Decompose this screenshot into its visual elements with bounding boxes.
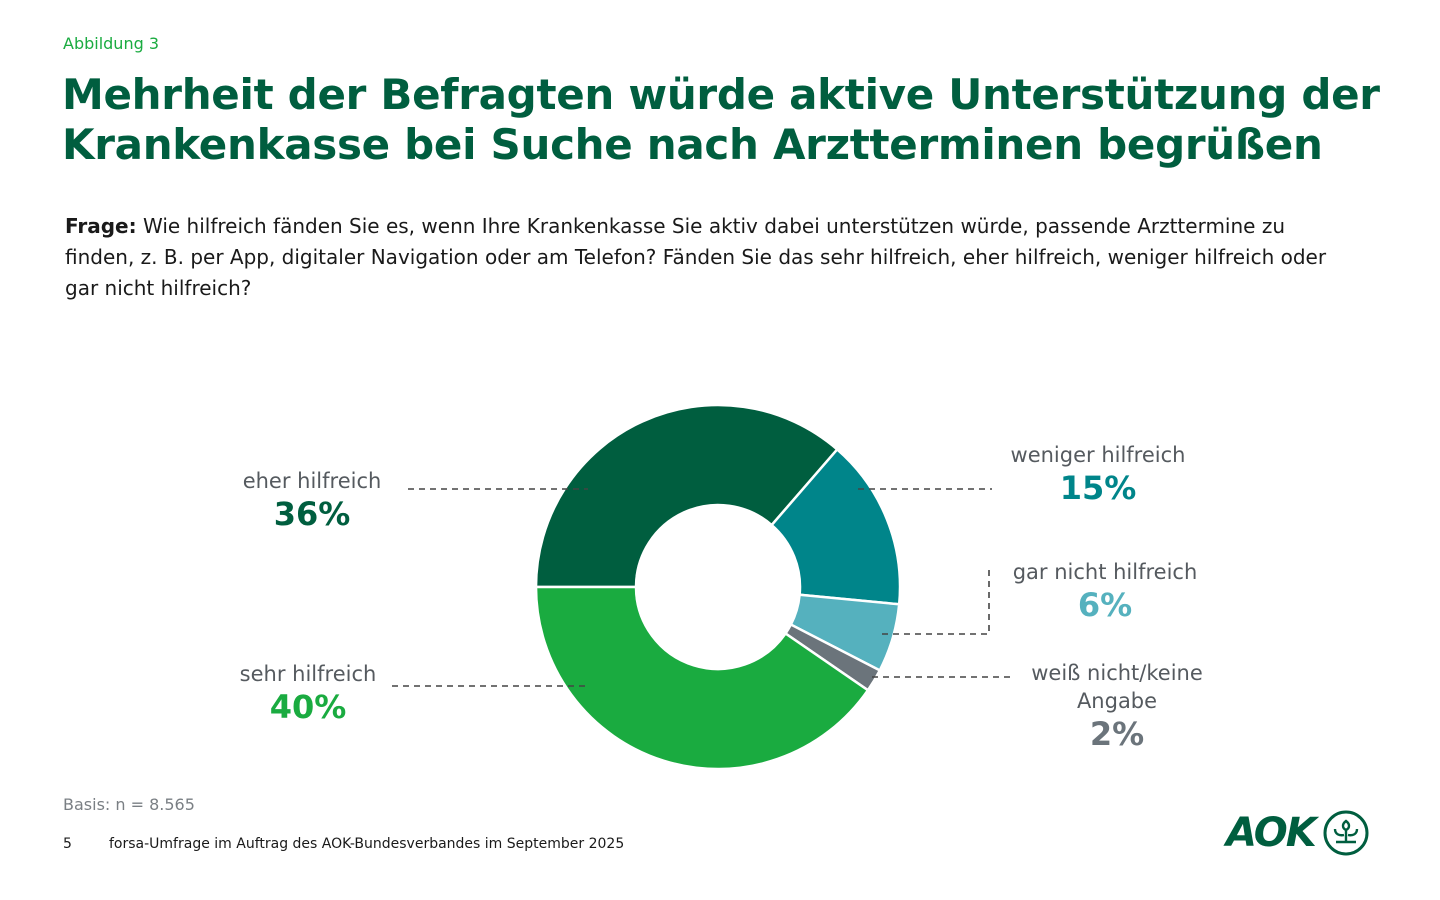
leader-gar-nicht-hilfreich bbox=[882, 566, 990, 635]
aok-logo: AOK bbox=[1226, 808, 1371, 858]
footer-source: 5 forsa-Umfrage im Auftrag des AOK-Bundes… bbox=[63, 836, 624, 852]
label-value: 15% bbox=[1059, 469, 1137, 507]
question-prefix: Frage: bbox=[65, 214, 137, 238]
figure-label: Abbildung 3 bbox=[63, 34, 160, 53]
survey-question: Frage: Wie hilfreich fänden Sie es, wenn… bbox=[65, 211, 1355, 304]
source-text: forsa-Umfrage im Auftrag des AOK-Bundesv… bbox=[109, 836, 625, 852]
donut-slice-sehr-hilfreich bbox=[534, 585, 870, 771]
donut-slice-eher-hilfreich bbox=[534, 403, 839, 589]
label-value: 2% bbox=[1089, 715, 1145, 753]
donut-slice-weniger-hilfreich bbox=[769, 447, 902, 606]
page-title: Mehrheit der Befragten würde aktive Unte… bbox=[62, 70, 1380, 169]
question-text: Wie hilfreich fänden Sie es, wenn Ihre K… bbox=[65, 214, 1327, 300]
label-weiss-nicht: weiß nicht/keine Angabe 2% bbox=[1020, 659, 1214, 753]
label-weniger-hilfreich: weniger hilfreich 15% bbox=[998, 441, 1198, 507]
label-sehr-hilfreich: sehr hilfreich 40% bbox=[228, 660, 388, 726]
label-name: weniger hilfreich bbox=[1010, 443, 1186, 467]
label-eher-hilfreich: eher hilfreich 36% bbox=[232, 467, 392, 533]
page-number: 5 bbox=[63, 836, 72, 852]
label-value: 40% bbox=[269, 688, 347, 726]
label-value: 36% bbox=[273, 495, 351, 533]
label-name: gar nicht hilfreich bbox=[1012, 560, 1198, 584]
tree-icon bbox=[1323, 810, 1369, 856]
sample-basis: Basis: n = 8.565 bbox=[63, 795, 195, 814]
label-gar-nicht-hilfreich: gar nicht hilfreich 6% bbox=[998, 558, 1212, 624]
label-name: eher hilfreich bbox=[242, 469, 382, 493]
logo-text: AOK bbox=[1226, 810, 1317, 856]
label-value: 6% bbox=[1077, 586, 1133, 624]
label-name: weiß nicht/keine Angabe bbox=[1031, 661, 1203, 713]
label-name: sehr hilfreich bbox=[239, 662, 377, 686]
